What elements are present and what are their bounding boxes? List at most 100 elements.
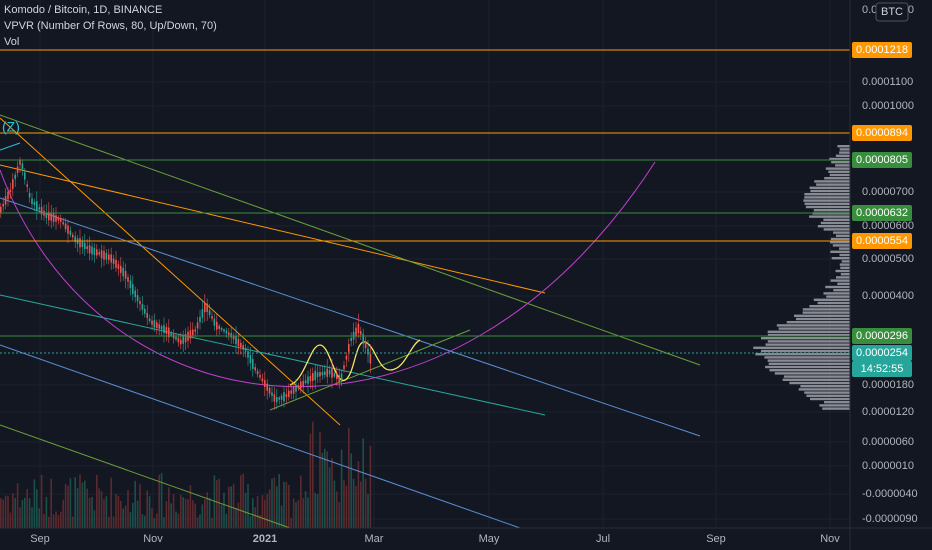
candle-body: [52, 213, 55, 222]
price-label: 0.0000180: [862, 379, 914, 391]
candle-body: [249, 355, 252, 364]
candle-body: [132, 284, 134, 294]
price-tag-label: 0.0000554: [856, 235, 908, 247]
candles: [0, 157, 372, 410]
candle-body: [319, 371, 321, 377]
candle-body: [170, 333, 172, 336]
candle-body: [50, 212, 52, 221]
volume-bar: [307, 497, 309, 528]
profile-bar: [822, 407, 850, 410]
candle-body: [117, 264, 120, 269]
price-label: 0.0001100: [862, 76, 913, 88]
candle-body: [326, 368, 328, 377]
volume-bar: [324, 448, 326, 528]
volume-bar: [115, 493, 117, 528]
candle-body: [168, 327, 170, 338]
price-label: 0.0000120: [862, 406, 914, 418]
volume-bar: [153, 517, 156, 528]
candle-body: [290, 390, 292, 394]
volume-bar: [252, 498, 254, 528]
indicator-title: VPVR (Number Of Rows, 80, Up/Down, 70): [4, 20, 217, 32]
volume-bar: [283, 482, 285, 528]
volume-bar: [7, 496, 9, 528]
candle-body: [264, 380, 266, 387]
profile-bar: [825, 285, 850, 289]
volume-bar: [48, 516, 50, 528]
price-tag-label: 0.0000805: [856, 154, 908, 166]
price-label: 0.0000400: [862, 290, 914, 302]
candle-body: [57, 217, 60, 221]
candle-body: [271, 392, 273, 397]
volume-bar: [290, 517, 292, 528]
candle-body: [208, 310, 211, 315]
profile-bar: [833, 231, 850, 234]
candle-body: [146, 313, 148, 318]
candle-body: [120, 265, 122, 273]
candle-body: [12, 179, 14, 189]
volume-bar: [314, 492, 316, 528]
candle-body: [292, 386, 295, 394]
volume-bar: [120, 500, 122, 528]
price-label: 0.0000500: [862, 253, 914, 265]
profile-bar: [830, 241, 850, 244]
volume-bar: [278, 474, 280, 528]
volume-bar: [292, 498, 295, 528]
profile-bar: [829, 157, 850, 161]
volume-bar: [223, 492, 225, 528]
time-label: Nov: [143, 533, 163, 545]
volume-bar: [127, 490, 129, 528]
candle-body: [60, 218, 62, 222]
candle-body: [122, 267, 124, 277]
candle-body: [160, 326, 163, 330]
candle-body: [158, 324, 160, 329]
candle-body: [175, 336, 177, 340]
candle-body: [314, 370, 316, 381]
candle-body: [278, 397, 280, 400]
volume-bar: [228, 486, 230, 528]
candle-body: [16, 166, 19, 173]
volume-bar: [367, 493, 369, 528]
candle-body: [244, 347, 247, 352]
volume-bar: [235, 507, 237, 528]
volume-bar: [295, 502, 297, 528]
volume-bar: [264, 499, 266, 528]
profile-bar: [829, 173, 850, 177]
profile-bar: [804, 193, 850, 196]
profile-bar: [804, 196, 850, 199]
candle-body: [86, 246, 88, 249]
volume-bar: [285, 481, 288, 528]
volume-bar: [117, 495, 120, 528]
candle-body: [36, 201, 38, 211]
profile-bar: [767, 340, 850, 343]
volume-bar: [81, 482, 84, 528]
profile-bar: [760, 337, 850, 340]
candle-body: [84, 242, 86, 250]
candle-body: [110, 254, 112, 263]
volume-bar: [38, 508, 40, 528]
candle-body: [141, 304, 144, 310]
profile-bar: [840, 266, 850, 269]
candle-body: [321, 372, 324, 376]
time-label: Jul: [596, 533, 610, 545]
profile-bar: [835, 234, 850, 237]
volume-bar: [237, 502, 240, 528]
volume-bar: [204, 499, 206, 528]
volume-title: Vol: [4, 36, 19, 48]
volume-bar: [148, 496, 151, 528]
profile-bar: [809, 215, 850, 218]
volume-bar: [249, 516, 252, 528]
candle-body: [62, 222, 64, 225]
candle-body: [156, 322, 158, 329]
volume-bar: [4, 495, 7, 528]
candle-body: [72, 234, 74, 238]
volume-bar: [316, 493, 319, 528]
volume-bar: [343, 480, 345, 528]
volume-bar: [345, 485, 348, 528]
volume-bar: [184, 498, 187, 528]
price-label: 0.0000010: [862, 460, 914, 472]
candle-body: [67, 225, 69, 234]
profile-bar: [835, 276, 850, 279]
trend-line: [0, 424, 291, 529]
profile-bar: [789, 381, 850, 385]
volume-bar: [151, 508, 153, 528]
